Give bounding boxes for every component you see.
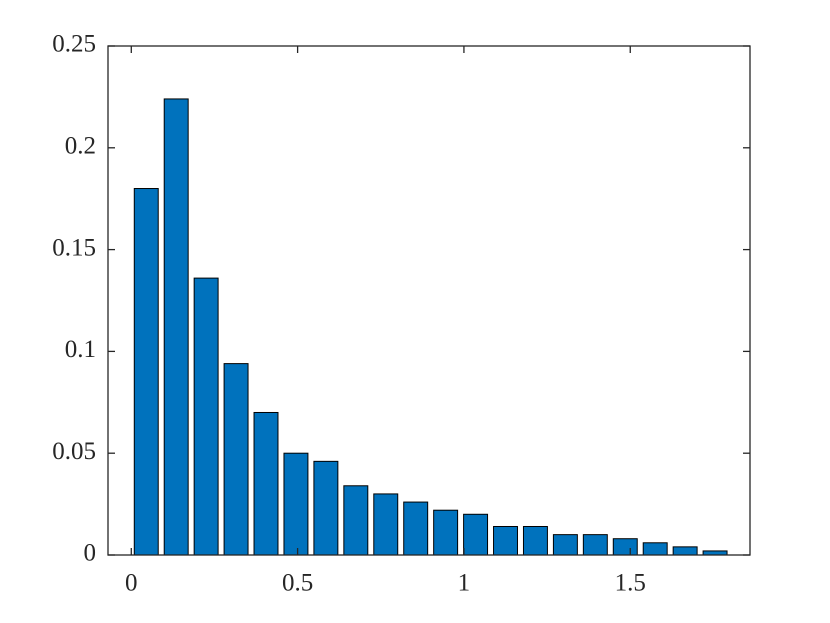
axes-box: [107, 45, 751, 556]
bar: [582, 534, 608, 556]
bar: [403, 501, 429, 556]
bar: [343, 485, 369, 556]
bar: [463, 513, 489, 556]
bar: [313, 460, 339, 556]
bar: [253, 411, 279, 556]
bar: [522, 525, 548, 556]
bar: [672, 546, 698, 556]
bar: [612, 538, 638, 556]
bar: [552, 534, 578, 556]
bar: [493, 525, 518, 556]
bar: [223, 363, 249, 556]
x-tick-label: 1.5: [615, 570, 646, 597]
x-tick-label: 0: [125, 570, 138, 597]
bar: [283, 452, 309, 556]
y-tick-label: 0.05: [52, 438, 96, 465]
y-tick-label: 0.15: [52, 234, 96, 261]
bar: [433, 509, 459, 556]
y-tick-label: 0.1: [65, 336, 96, 363]
x-tick-label: 0.5: [282, 570, 313, 597]
y-tick-label: 0: [84, 540, 97, 567]
x-tick-label: 1: [458, 570, 471, 597]
y-tick-label: 0.25: [52, 31, 96, 58]
bar: [373, 493, 399, 556]
bar: [163, 98, 189, 556]
bar: [193, 277, 219, 556]
bar: [133, 188, 159, 556]
bar: [642, 542, 668, 556]
y-tick-label: 0.2: [65, 133, 96, 160]
